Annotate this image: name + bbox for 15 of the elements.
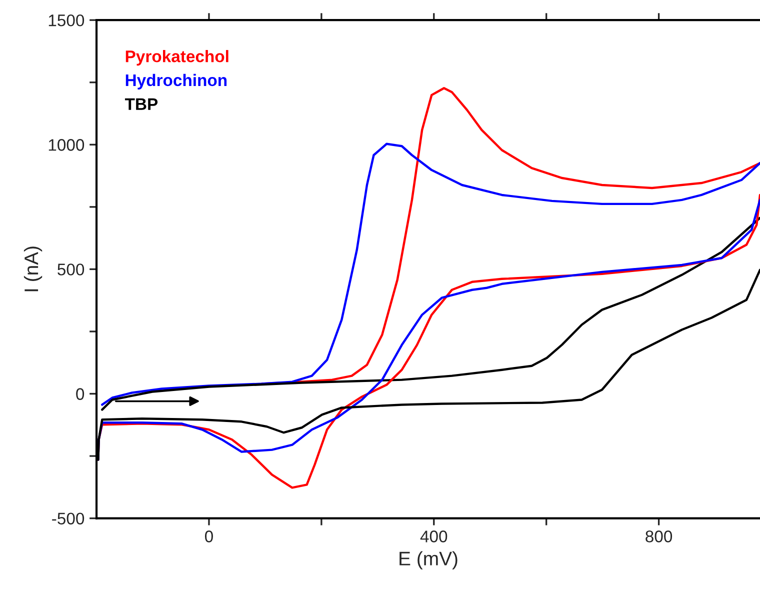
x-axis-title: E (mV) xyxy=(400,551,458,570)
text: Pyrokatechol xyxy=(126,50,228,66)
y-tick-label: 500 xyxy=(58,264,84,276)
y-tick-label: 0 xyxy=(76,388,84,400)
x-tick-label: 800 xyxy=(646,530,672,542)
y-tick-label: 1000 xyxy=(48,139,84,151)
text: TBP xyxy=(124,98,158,110)
y-axis-title: I (nA) xyxy=(24,246,42,292)
line-series xyxy=(101,216,760,411)
y-tick-label: -500 xyxy=(52,512,84,525)
y-tick-label: 1500 xyxy=(48,14,84,26)
text: Hydrochinon xyxy=(126,74,227,90)
x-tick-label: 400 xyxy=(420,530,448,542)
line-series xyxy=(101,142,760,406)
x-tick-label: 0 xyxy=(204,530,213,542)
